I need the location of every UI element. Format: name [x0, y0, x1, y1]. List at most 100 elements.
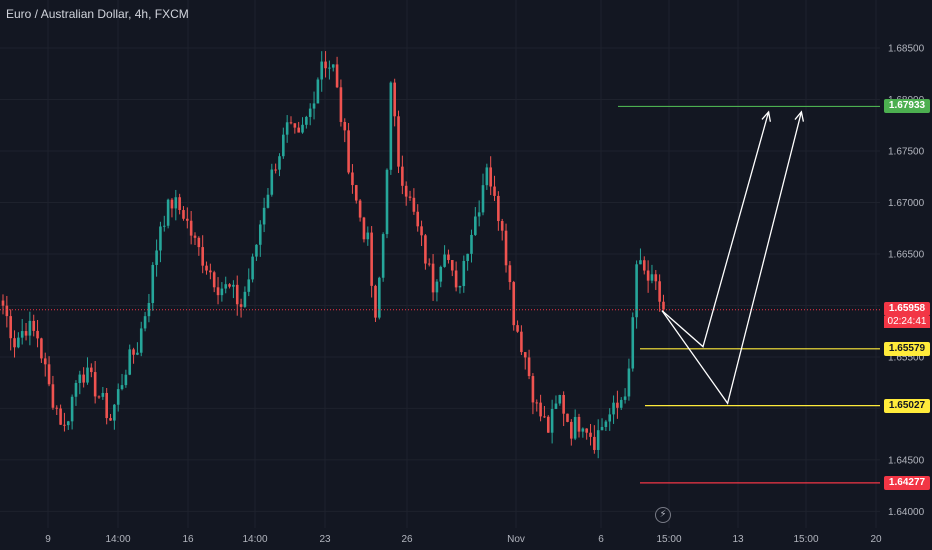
candle: [116, 383, 120, 412]
candle-body: [132, 349, 135, 355]
candle-body: [662, 301, 665, 310]
candle: [631, 312, 635, 372]
candle-body: [51, 384, 55, 408]
candle: [370, 226, 373, 298]
candle-body: [516, 325, 519, 332]
x-axis: 9 14:00 16 14:00 23 26 Nov 6 15:00 13 15:00 20: [45, 534, 882, 545]
candle: [151, 262, 155, 311]
candle: [320, 51, 324, 92]
candle-body: [424, 235, 427, 264]
candle-body: [243, 291, 247, 307]
candle: [573, 409, 577, 441]
candle-body: [1, 300, 5, 306]
candle: [289, 116, 293, 125]
candle: [186, 207, 189, 229]
candle-body: [520, 331, 523, 353]
y-axis: 1.685001.680001.675001.670001.665001.660…: [888, 44, 925, 518]
candle: [235, 275, 239, 316]
candle-body: [397, 116, 400, 167]
candle-body: [9, 316, 12, 339]
candle: [600, 418, 604, 431]
candle: [619, 397, 623, 410]
candle: [493, 175, 496, 202]
candle: [212, 270, 216, 293]
candle-body: [101, 392, 105, 397]
candle: [616, 390, 619, 419]
candle-body: [474, 216, 477, 235]
candle-body: [308, 108, 312, 117]
candle-body: [443, 254, 446, 267]
candle-body: [631, 317, 635, 369]
candle: [339, 79, 343, 127]
arrow-head: [794, 110, 805, 122]
x-tick-label: Nov: [507, 534, 525, 545]
candle-body: [120, 385, 124, 390]
y-tick-label: 1.64500: [888, 455, 925, 466]
candle-body: [282, 134, 285, 157]
candle-body: [454, 270, 458, 288]
candle-body: [431, 263, 435, 293]
candle: [462, 255, 466, 293]
candle-body: [447, 254, 450, 261]
candle-body: [270, 169, 274, 195]
candle: [70, 394, 74, 430]
candle: [74, 380, 78, 406]
candle-body: [412, 197, 416, 212]
candle: [209, 263, 212, 280]
levels: [0, 105, 880, 484]
candle: [566, 413, 569, 423]
x-tick-label: 6: [598, 534, 604, 545]
candle: [378, 276, 381, 320]
candle: [28, 311, 32, 346]
candle: [485, 163, 489, 190]
candle-body: [136, 352, 139, 355]
clock-icon[interactable]: ⚡: [655, 507, 671, 523]
candle-body: [155, 250, 158, 265]
candle: [639, 248, 642, 265]
candle-body: [343, 121, 347, 131]
candle-body: [266, 194, 270, 208]
candle: [228, 283, 231, 289]
candle-body: [258, 224, 262, 245]
candle: [508, 261, 512, 290]
candle: [385, 168, 389, 239]
candle-body: [646, 270, 650, 281]
candle-body: [362, 217, 366, 240]
candle-body: [201, 247, 204, 266]
candle: [466, 253, 469, 271]
candle: [162, 215, 166, 232]
candle: [128, 344, 132, 376]
candle-body: [462, 260, 466, 287]
candle-body: [320, 61, 324, 80]
candle: [424, 233, 427, 270]
candle-body: [28, 320, 32, 336]
candles: [1, 51, 665, 459]
candle: [416, 204, 420, 232]
candle-body: [109, 418, 112, 421]
candle: [443, 245, 446, 268]
candle: [109, 413, 112, 421]
candle: [139, 321, 143, 357]
candle: [262, 197, 266, 233]
candle-body: [63, 424, 66, 426]
candle: [646, 260, 650, 293]
candle-body: [278, 156, 281, 170]
candle-body: [43, 358, 47, 365]
candle-body: [262, 207, 266, 225]
candle-body: [197, 237, 201, 248]
candle: [558, 394, 562, 406]
candle-body: [573, 416, 577, 439]
candle-body: [316, 79, 320, 104]
level-price-tag: 1.64277: [884, 475, 930, 490]
candle: [404, 181, 408, 206]
candle-body: [497, 195, 500, 222]
candle-body: [385, 169, 389, 235]
candle-body: [36, 330, 39, 339]
candle-body: [600, 426, 604, 431]
candle-body: [32, 320, 36, 331]
candle-body: [255, 244, 258, 257]
candle: [343, 118, 347, 143]
candle-body: [189, 220, 193, 236]
